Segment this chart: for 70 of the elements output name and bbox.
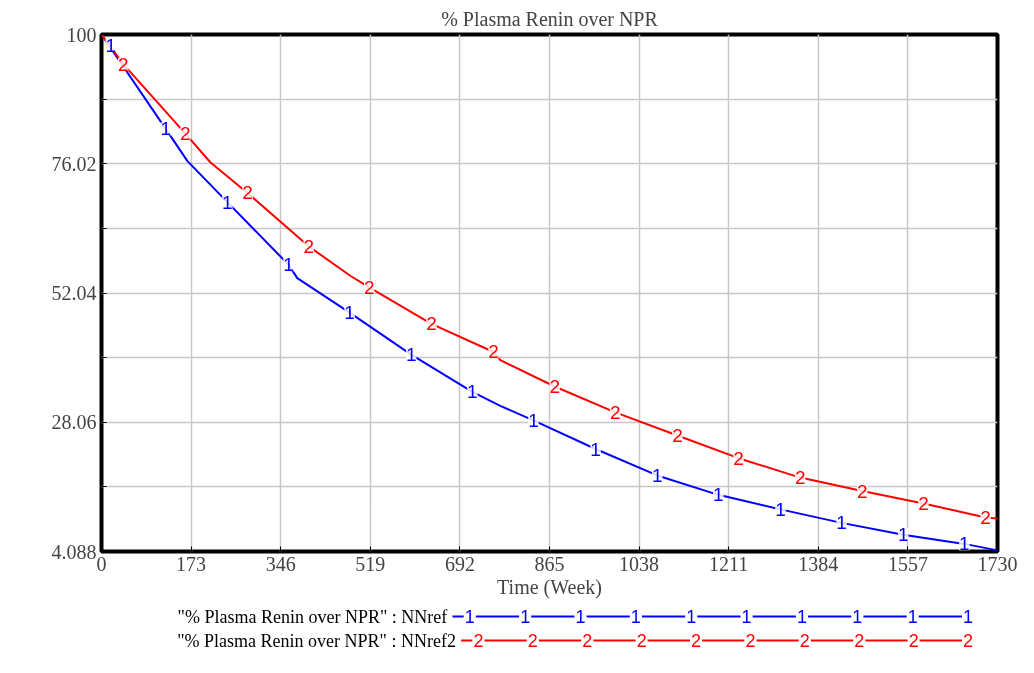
annotation: 2 <box>794 467 806 489</box>
text: 1 <box>686 607 697 627</box>
x-tick-label: 692 <box>444 552 475 575</box>
text: 2 <box>636 631 647 651</box>
annotation: 1 <box>467 381 478 403</box>
annotation: 1 <box>959 533 970 555</box>
text: 1 <box>575 607 586 627</box>
annotation: 2 <box>488 341 499 363</box>
text: 2 <box>745 631 756 651</box>
annotation: 1 <box>222 191 233 213</box>
y-tick-label: 76.02 <box>51 152 97 175</box>
annotation: 1 <box>160 118 172 140</box>
x-tick-label: 173 <box>176 552 207 575</box>
x-axis-title: Time (Week) <box>497 575 602 599</box>
text: 2 <box>691 631 702 651</box>
text: 2 <box>963 631 974 651</box>
annotation: 2 <box>980 506 991 528</box>
annotation: 2 <box>303 235 314 257</box>
annotation: 1 <box>713 484 724 506</box>
text: 2 <box>582 631 593 651</box>
annotation: 2 <box>363 276 375 298</box>
x-tick-label: 1211 <box>709 552 749 575</box>
y-tick-label: 4.088 <box>51 540 97 563</box>
text: 2 <box>527 631 538 651</box>
annotation: 1 <box>528 409 539 431</box>
text: 1 <box>907 607 918 627</box>
x-tick-label: 1038 <box>619 552 660 575</box>
text: 1 <box>464 607 475 627</box>
x-tick-label: 519 <box>355 552 386 575</box>
annotation: 1 <box>283 254 294 276</box>
text: 1 <box>520 607 531 627</box>
annotation: 2 <box>918 492 929 514</box>
annotation: 1 <box>651 464 663 486</box>
text: 1 <box>963 607 974 627</box>
y-tick-label: 52.04 <box>51 282 97 305</box>
annotation: 2 <box>733 447 744 469</box>
annotation: 2 <box>180 123 191 145</box>
annotation: 2 <box>117 53 129 75</box>
annotation: 1 <box>775 498 786 520</box>
x-tick-label: 1557 <box>887 552 928 575</box>
text: 1 <box>741 607 752 627</box>
text: 2 <box>799 631 810 651</box>
text: 1 <box>630 607 641 627</box>
annotation: 2 <box>609 401 621 423</box>
annotation: 2 <box>672 425 683 447</box>
annotation: 1 <box>836 512 847 534</box>
y-tick-label: 28.06 <box>51 411 97 434</box>
x-tick-label: 865 <box>534 552 565 575</box>
annotation: 1 <box>405 344 417 366</box>
y-tick-label: 100 <box>66 23 97 46</box>
x-tick-label: 346 <box>265 552 296 575</box>
text: 1 <box>796 607 807 627</box>
annotation: 2 <box>549 375 560 397</box>
text: 2 <box>854 631 865 651</box>
chart-title: % Plasma Renin over NPR <box>441 7 659 30</box>
annotation: 1 <box>590 438 601 460</box>
text: 1 <box>852 607 863 627</box>
legend-label: "% Plasma Renin over NPR" : NNref2 <box>177 630 456 651</box>
annotation: 1 <box>105 34 117 56</box>
x-tick-label: 1730 <box>977 552 1018 575</box>
legend-label: "% Plasma Renin over NPR" : NNref <box>177 606 448 627</box>
annotation: 2 <box>242 182 253 204</box>
annotation: 1 <box>897 524 909 546</box>
annotation: 2 <box>857 480 868 502</box>
text: 2 <box>473 631 484 651</box>
annotation: 2 <box>426 313 437 335</box>
x-tick-label: 1384 <box>798 552 839 575</box>
text: 2 <box>908 631 919 651</box>
x-tick-label: 0 <box>96 552 107 575</box>
annotation: 1 <box>344 302 355 324</box>
